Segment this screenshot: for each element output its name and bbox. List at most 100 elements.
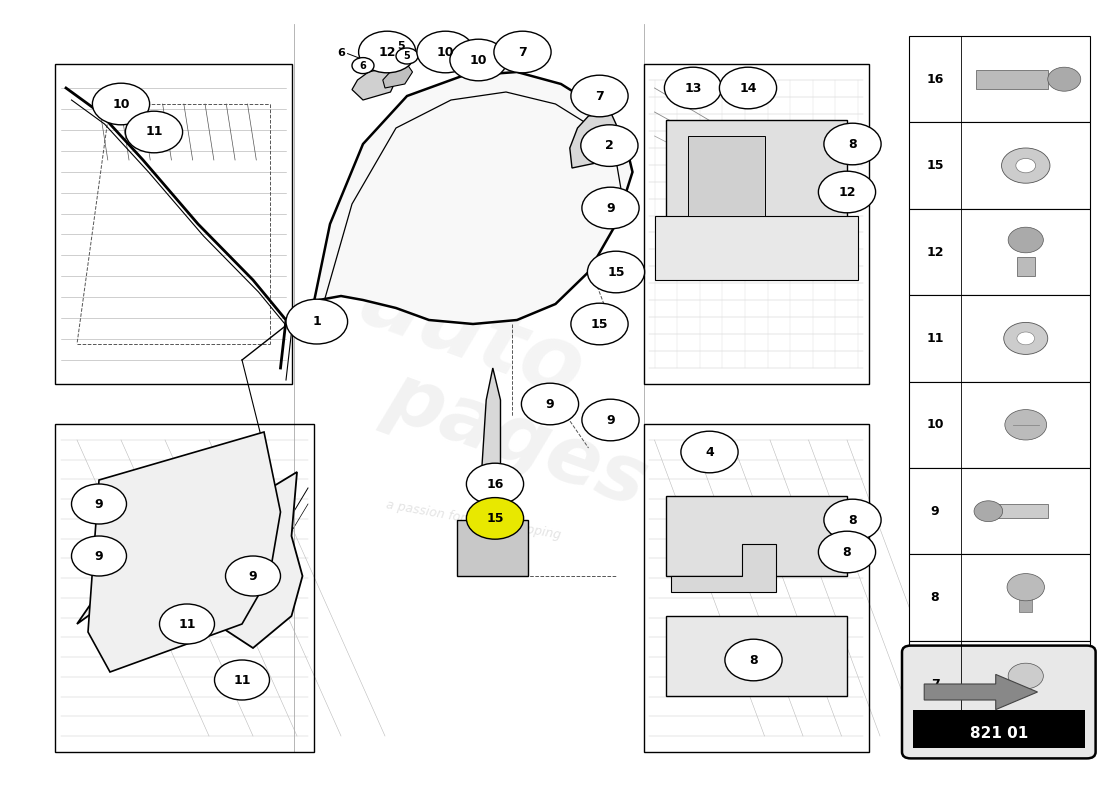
Circle shape — [582, 187, 639, 229]
FancyBboxPatch shape — [902, 646, 1096, 758]
Circle shape — [286, 299, 348, 344]
Text: 6: 6 — [337, 48, 345, 58]
Circle shape — [1008, 574, 1045, 601]
Text: 4: 4 — [705, 446, 714, 458]
Text: 9: 9 — [606, 202, 615, 214]
Polygon shape — [352, 68, 396, 100]
Text: 11: 11 — [926, 332, 944, 345]
Text: 9: 9 — [546, 398, 554, 410]
Circle shape — [818, 531, 876, 573]
Polygon shape — [383, 64, 412, 88]
Bar — [909, 36, 1090, 122]
Circle shape — [571, 75, 628, 117]
Bar — [1016, 257, 1034, 276]
Text: 7: 7 — [518, 46, 527, 58]
Circle shape — [1008, 663, 1043, 689]
Bar — [909, 295, 1090, 382]
Polygon shape — [924, 674, 1037, 710]
Text: 1: 1 — [312, 315, 321, 328]
Text: 10: 10 — [437, 46, 454, 58]
Text: 5: 5 — [398, 41, 405, 50]
Text: 15: 15 — [607, 266, 625, 278]
Bar — [644, 424, 869, 752]
Circle shape — [359, 31, 416, 73]
Bar — [55, 424, 314, 752]
Bar — [983, 504, 1047, 518]
Text: 15: 15 — [486, 512, 504, 525]
Circle shape — [72, 484, 126, 524]
Circle shape — [72, 536, 126, 576]
Text: 7: 7 — [931, 678, 939, 690]
Circle shape — [975, 501, 1002, 522]
Bar — [666, 496, 847, 576]
Bar — [909, 382, 1090, 468]
Polygon shape — [570, 112, 622, 168]
Circle shape — [587, 251, 645, 293]
Circle shape — [824, 123, 881, 165]
Circle shape — [396, 48, 418, 64]
Bar — [644, 64, 869, 384]
Bar — [688, 136, 764, 216]
Circle shape — [664, 67, 722, 109]
Circle shape — [824, 499, 881, 541]
Text: auto: auto — [350, 255, 596, 417]
Circle shape — [214, 660, 270, 700]
Text: 9: 9 — [931, 505, 939, 518]
Bar — [913, 710, 1085, 748]
Text: 9: 9 — [606, 414, 615, 426]
Text: 9: 9 — [95, 550, 103, 562]
Bar — [909, 209, 1090, 295]
Circle shape — [1001, 148, 1049, 183]
Text: 15: 15 — [591, 318, 608, 330]
Circle shape — [818, 171, 876, 213]
Circle shape — [681, 431, 738, 473]
Text: 14: 14 — [739, 82, 757, 94]
Text: 2: 2 — [605, 139, 614, 152]
Text: 10: 10 — [926, 418, 944, 431]
Polygon shape — [478, 368, 500, 520]
Circle shape — [1008, 227, 1043, 253]
Text: 16: 16 — [486, 478, 504, 490]
Circle shape — [160, 604, 215, 644]
Text: 10: 10 — [470, 54, 487, 66]
Bar — [654, 216, 858, 280]
Bar — [666, 616, 847, 696]
Text: 11: 11 — [178, 618, 196, 630]
Circle shape — [466, 498, 524, 539]
Bar — [456, 520, 528, 576]
Text: a passion for parts shopping: a passion for parts shopping — [385, 498, 561, 542]
Text: 8: 8 — [843, 546, 851, 558]
Text: 16: 16 — [926, 73, 944, 86]
Text: 821 01: 821 01 — [970, 726, 1027, 742]
Circle shape — [92, 83, 150, 125]
Bar — [1021, 676, 1032, 700]
Bar — [1019, 586, 1032, 612]
Text: 9: 9 — [249, 570, 257, 582]
Polygon shape — [977, 70, 1047, 89]
Circle shape — [450, 39, 507, 81]
Text: 12: 12 — [378, 46, 396, 58]
Text: 11: 11 — [233, 674, 251, 686]
Bar — [909, 554, 1090, 641]
Circle shape — [494, 31, 551, 73]
Circle shape — [1016, 332, 1034, 345]
Circle shape — [1003, 322, 1047, 354]
Circle shape — [352, 58, 374, 74]
Text: 13: 13 — [684, 82, 702, 94]
Polygon shape — [314, 72, 632, 324]
Text: 8: 8 — [848, 514, 857, 526]
Circle shape — [417, 31, 474, 73]
Text: pages: pages — [376, 357, 658, 523]
Bar — [55, 64, 292, 384]
Polygon shape — [77, 472, 303, 648]
Circle shape — [571, 303, 628, 345]
Circle shape — [226, 556, 280, 596]
Circle shape — [1047, 67, 1080, 91]
Text: 6: 6 — [360, 61, 366, 70]
Text: 10: 10 — [112, 98, 130, 110]
Circle shape — [125, 111, 183, 153]
Bar — [909, 641, 1090, 727]
Circle shape — [581, 125, 638, 166]
Circle shape — [582, 399, 639, 441]
Polygon shape — [671, 544, 776, 592]
